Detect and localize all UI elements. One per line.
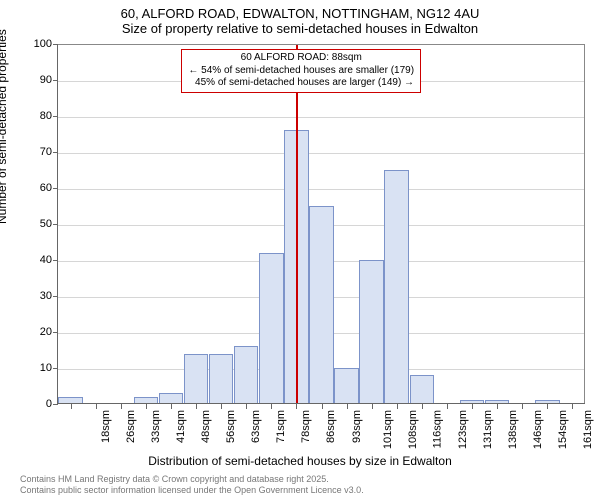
xtick-mark: [422, 404, 423, 409]
ytick-mark: [53, 404, 58, 405]
xtick-mark: [271, 404, 272, 409]
gridline: [58, 153, 584, 154]
xtick-label: 78sqm: [300, 410, 312, 443]
histogram-bar: [234, 346, 259, 404]
ytick-label: 70: [12, 146, 52, 158]
ytick-label: 90: [12, 74, 52, 86]
annotation-title: 60 ALFORD ROAD: 88sqm: [188, 52, 414, 65]
title-main: 60, ALFORD ROAD, EDWALTON, NOTTINGHAM, N…: [0, 6, 600, 21]
xtick-mark: [472, 404, 473, 409]
xtick-label: 161sqm: [582, 410, 594, 449]
xtick-label: 116sqm: [431, 410, 443, 448]
xtick-label: 48sqm: [200, 410, 212, 443]
xtick-label: 33sqm: [150, 410, 162, 443]
title-block: 60, ALFORD ROAD, EDWALTON, NOTTINGHAM, N…: [0, 0, 600, 36]
ytick-label: 100: [12, 38, 52, 50]
xtick-label: 101sqm: [382, 410, 394, 449]
ytick-mark: [53, 332, 58, 333]
ytick-label: 0: [12, 398, 52, 410]
gridline: [58, 117, 584, 118]
ytick-mark: [53, 152, 58, 153]
histogram-bar: [309, 206, 334, 404]
ytick-mark: [53, 80, 58, 81]
xtick-mark: [572, 404, 573, 409]
gridline: [58, 189, 584, 190]
ytick-label: 80: [12, 110, 52, 122]
ytick-label: 30: [12, 290, 52, 302]
ytick-mark: [53, 224, 58, 225]
xtick-label: 108sqm: [407, 410, 419, 449]
chart-container: 60, ALFORD ROAD, EDWALTON, NOTTINGHAM, N…: [0, 0, 600, 500]
xtick-mark: [146, 404, 147, 409]
ytick-mark: [53, 368, 58, 369]
attribution: Contains HM Land Registry data © Crown c…: [20, 474, 364, 496]
xtick-label: 86sqm: [325, 410, 337, 443]
xtick-label: 18sqm: [100, 410, 112, 443]
xtick-label: 71sqm: [275, 410, 287, 443]
histogram-bar: [410, 375, 435, 404]
histogram-bar: [209, 354, 234, 404]
xtick-label: 63sqm: [250, 410, 262, 443]
xtick-mark: [246, 404, 247, 409]
ytick-label: 20: [12, 326, 52, 338]
xtick-label: 138sqm: [507, 410, 519, 449]
ytick-mark: [53, 116, 58, 117]
histogram-bar: [384, 170, 409, 404]
title-sub: Size of property relative to semi-detach…: [0, 21, 600, 36]
xtick-label: 131sqm: [482, 410, 494, 449]
ytick-mark: [53, 44, 58, 45]
xtick-mark: [447, 404, 448, 409]
xtick-mark: [347, 404, 348, 409]
xtick-mark: [296, 404, 297, 409]
xtick-mark: [221, 404, 222, 409]
ytick-label: 50: [12, 218, 52, 230]
ytick-mark: [53, 188, 58, 189]
xtick-label: 123sqm: [457, 410, 469, 449]
histogram-bar: [184, 354, 209, 404]
xtick-mark: [547, 404, 548, 409]
histogram-bar: [359, 260, 384, 404]
histogram-bar: [334, 368, 359, 404]
ytick-mark: [53, 260, 58, 261]
xtick-mark: [522, 404, 523, 409]
reference-line: [296, 45, 298, 404]
histogram-bar: [259, 253, 284, 404]
annotation-line-2: 45% of semi-detached houses are larger (…: [188, 77, 414, 90]
xtick-label: 41sqm: [175, 410, 187, 443]
xtick-label: 56sqm: [225, 410, 237, 443]
xtick-mark: [96, 404, 97, 409]
plot-area: 60 ALFORD ROAD: 88sqm← 54% of semi-detac…: [58, 44, 585, 404]
xtick-label: 154sqm: [557, 410, 569, 449]
attribution-line-2: Contains public sector information licen…: [20, 485, 364, 496]
xtick-mark: [196, 404, 197, 409]
ytick-label: 40: [12, 254, 52, 266]
y-axis-label: Number of semi-detached properties: [0, 29, 9, 224]
ytick-label: 60: [12, 182, 52, 194]
xtick-mark: [322, 404, 323, 409]
xtick-mark: [121, 404, 122, 409]
xtick-mark: [372, 404, 373, 409]
xtick-label: 93sqm: [351, 410, 363, 443]
xtick-mark: [497, 404, 498, 409]
annotation-line-1: ← 54% of semi-detached houses are smalle…: [188, 65, 414, 78]
ytick-mark: [53, 296, 58, 297]
xtick-mark: [397, 404, 398, 409]
x-axis-label: Distribution of semi-detached houses by …: [0, 454, 600, 468]
xtick-mark: [71, 404, 72, 409]
ytick-label: 10: [12, 362, 52, 374]
annotation-box: 60 ALFORD ROAD: 88sqm← 54% of semi-detac…: [181, 49, 421, 93]
xtick-label: 146sqm: [532, 410, 544, 449]
attribution-line-1: Contains HM Land Registry data © Crown c…: [20, 474, 364, 485]
xtick-mark: [171, 404, 172, 409]
xtick-label: 26sqm: [125, 410, 137, 443]
